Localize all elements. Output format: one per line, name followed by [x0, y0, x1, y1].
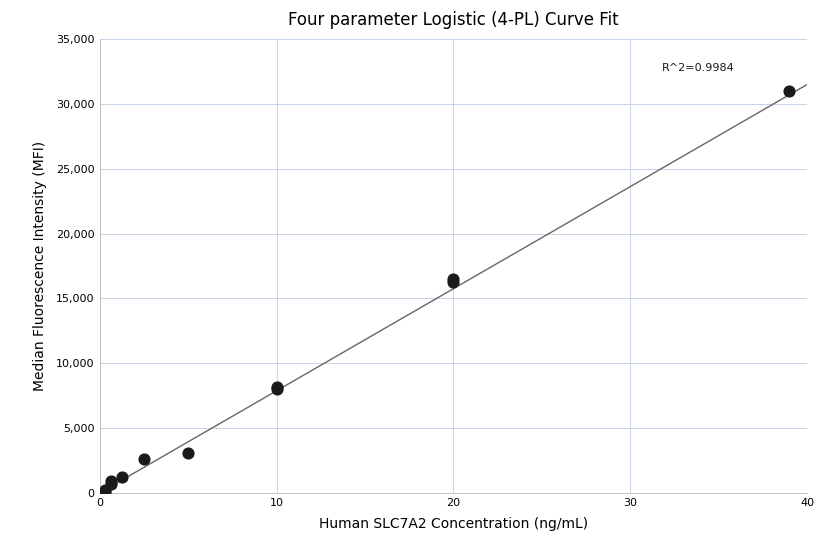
Point	[99, 486, 112, 494]
Text: R^2=0.9984: R^2=0.9984	[662, 63, 735, 73]
Point	[783, 87, 796, 96]
Point	[116, 473, 129, 482]
Point	[270, 382, 283, 391]
Point	[447, 277, 460, 286]
Point	[181, 448, 195, 457]
Point	[104, 477, 117, 486]
Point	[447, 274, 460, 283]
Title: Four parameter Logistic (4-PL) Curve Fit: Four parameter Logistic (4-PL) Curve Fit	[288, 11, 619, 29]
Point	[104, 479, 117, 488]
Point	[99, 487, 112, 496]
X-axis label: Human SLC7A2 Concentration (ng/mL): Human SLC7A2 Concentration (ng/mL)	[319, 517, 588, 531]
Point	[270, 385, 283, 394]
Y-axis label: Median Fluorescence Intensity (MFI): Median Fluorescence Intensity (MFI)	[33, 141, 47, 391]
Point	[137, 455, 151, 464]
